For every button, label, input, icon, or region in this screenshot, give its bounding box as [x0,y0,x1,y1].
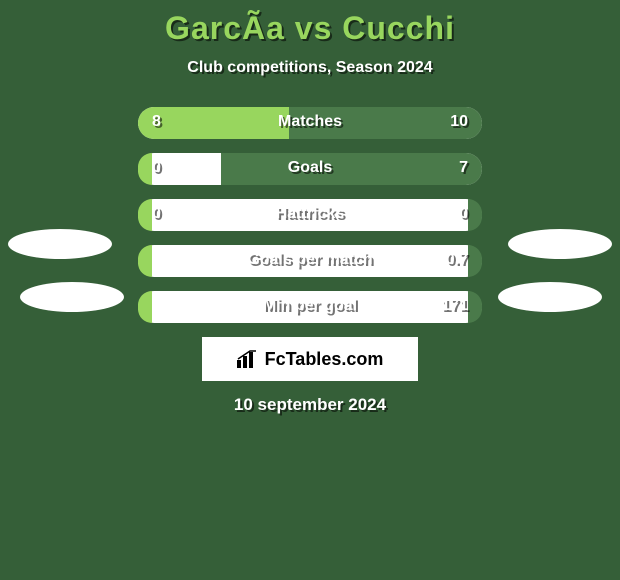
avatar-player-left [8,229,112,259]
metric-row: Matches8 10 [138,107,482,139]
metric-label: Goals per match [138,251,482,269]
metric-value-right: 171 [441,297,468,315]
metric-value-right: 0.7 [446,251,468,269]
page-title: GarcÃ­a vs Cucchi [0,0,620,47]
metric-label: Hattricks [138,205,482,223]
metric-value-left: 8 [152,113,161,131]
metric-label: Matches [138,113,482,131]
bar-chart-icon [237,350,259,368]
comparison-card: GarcÃ­a vs Cucchi Club competitions, Sea… [0,0,620,580]
avatar-player-right [508,229,612,259]
chart-area: Matches810Goals07Hattricks00Goals per ma… [0,107,620,323]
metric-row: Min per goal171 [138,291,482,323]
metric-label: Goals [138,159,482,177]
subtitle: Club competitions, Season 2024 [0,59,620,77]
avatar-player-right-2 [498,282,602,312]
metric-label: Min per goal [138,297,482,315]
logo-text: FcTables.com [265,349,384,370]
metric-value-right: 7 [459,159,468,177]
metric-value-right: 10 [450,113,468,131]
metric-value-left: 0 [152,205,161,223]
date-text: 10 september 2024 [0,395,620,415]
metric-row: Hattricks0 0 [138,199,482,231]
avatar-player-left-2 [20,282,124,312]
metric-row: Goals0 7 [138,153,482,185]
fctables-logo: FcTables.com [202,337,418,381]
metric-value-left: 0 [152,159,161,177]
metric-value-right: 0 [459,205,468,223]
metric-row: Goals per match0.7 [138,245,482,277]
